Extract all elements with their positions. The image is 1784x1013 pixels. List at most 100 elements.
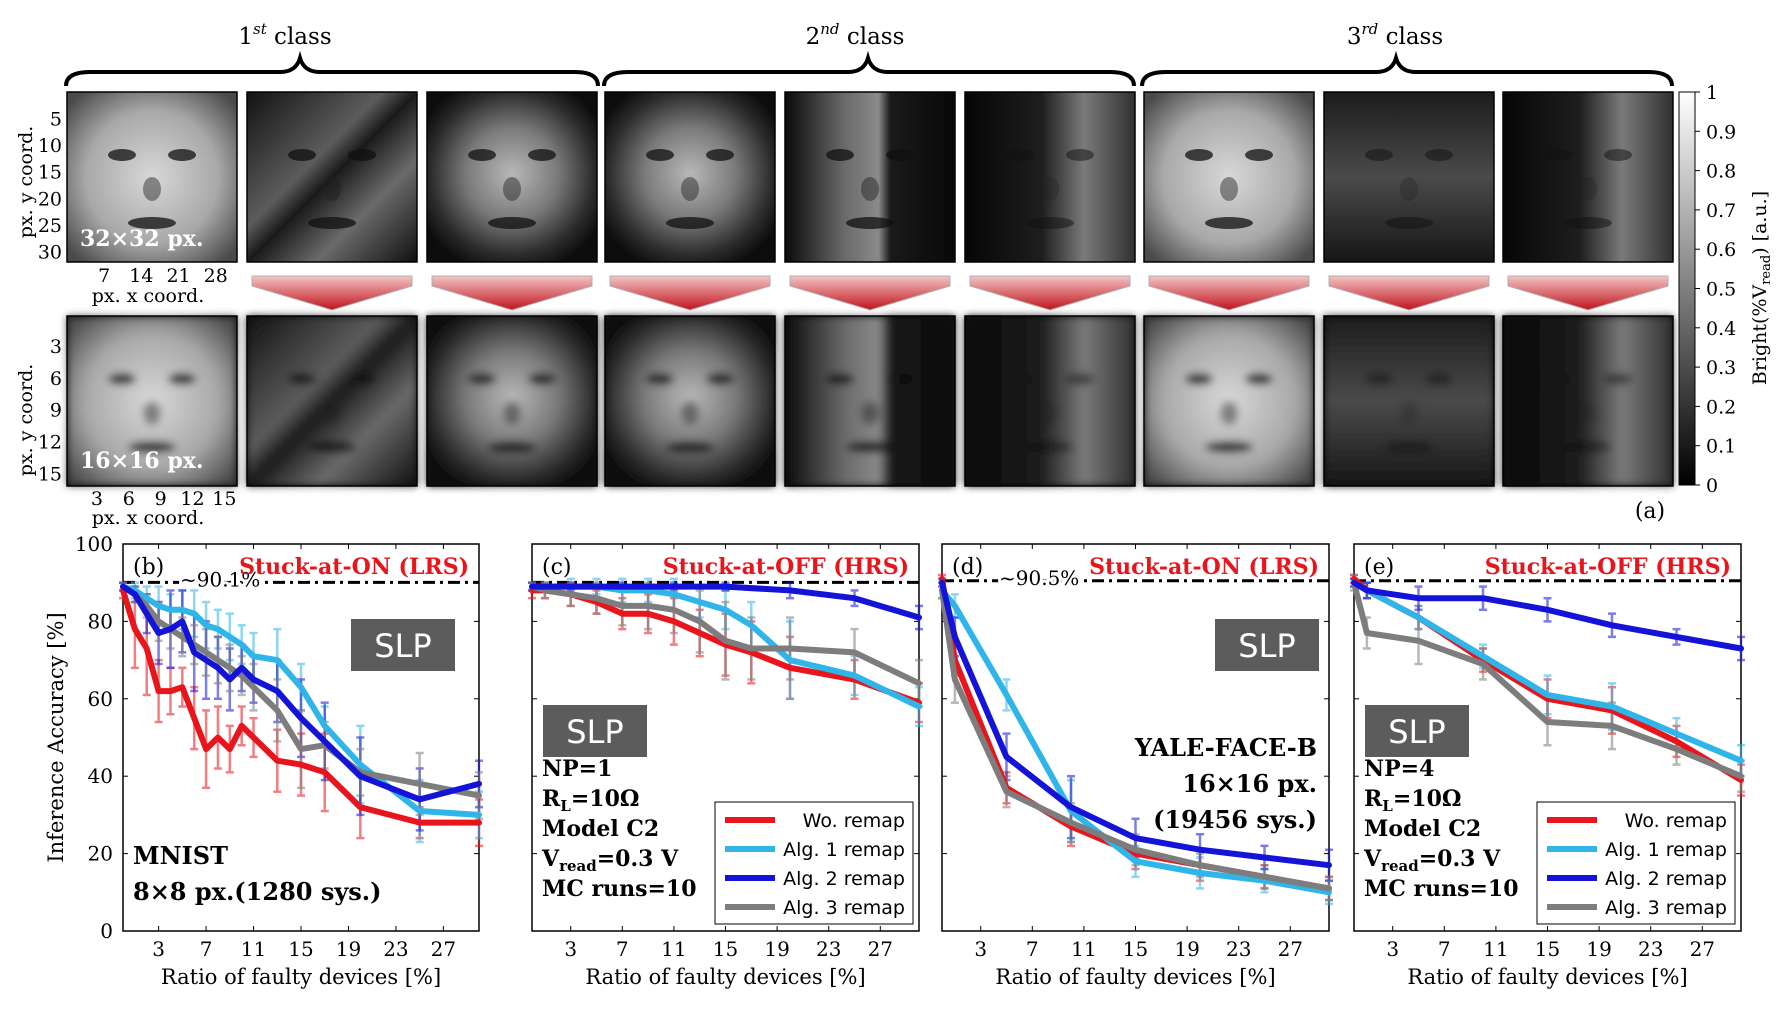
bottom-x-tick: 6 bbox=[123, 488, 135, 510]
bottom-y-tick: 3 bbox=[50, 336, 62, 358]
face-image-16px-1 bbox=[66, 315, 238, 487]
series-line-alg-2-remap bbox=[939, 579, 1332, 869]
series-line-alg-1-remap bbox=[120, 583, 482, 818]
colorbar-tick: 0.6 bbox=[1706, 239, 1736, 261]
x-tick-label: 19 bbox=[764, 937, 789, 961]
panel-tag: (e) bbox=[1364, 555, 1394, 580]
param-note: RL=10Ω bbox=[542, 786, 639, 815]
downsample-arrow-5 bbox=[969, 275, 1131, 311]
legend: Wo. remap Alg. 1 remap Alg. 2 remap Alg. 3 … bbox=[714, 801, 914, 925]
class-label-3: 3rd class bbox=[1347, 20, 1443, 50]
series-line-alg-2-remap bbox=[120, 583, 482, 803]
bottom-y-tick: 9 bbox=[50, 400, 62, 422]
x-tick-label: 7 bbox=[1438, 937, 1451, 961]
top-x-tick: 28 bbox=[204, 265, 228, 287]
y-tick-label: 100 bbox=[75, 532, 113, 556]
face-image-16px-7 bbox=[1143, 315, 1315, 487]
downsample-arrow-4 bbox=[789, 275, 951, 311]
param-note: NP=4 bbox=[1364, 756, 1434, 782]
colorbar-tick: 0.3 bbox=[1706, 357, 1736, 379]
x-axis-label: Ratio of faulty devices [%] bbox=[995, 965, 1275, 989]
slp-badge: SLP bbox=[349, 617, 457, 673]
x-tick-label: 27 bbox=[868, 937, 893, 961]
x-tick-label: 7 bbox=[616, 937, 629, 961]
top-y-tick: 20 bbox=[38, 188, 62, 210]
legend: Wo. remap Alg. 1 remap Alg. 2 remap Alg. 3 … bbox=[1536, 801, 1736, 925]
face-image-32px-1 bbox=[66, 91, 238, 263]
x-tick-label: 11 bbox=[1483, 937, 1508, 961]
bottom-y-axis-label: px. y coord. bbox=[15, 364, 37, 477]
face-image-16px-2 bbox=[246, 315, 418, 487]
param-note: Model C2 bbox=[1364, 816, 1481, 842]
face-image-32px-6 bbox=[964, 91, 1136, 263]
bottom-x-tick: 15 bbox=[212, 488, 236, 510]
x-tick-label: 23 bbox=[816, 937, 841, 961]
x-axis-label: Ratio of faulty devices [%] bbox=[161, 965, 441, 989]
panel-a-tag: (a) bbox=[1635, 499, 1665, 524]
chart-title: Stuck-at-OFF (HRS) bbox=[663, 554, 909, 580]
downsample-arrow-6 bbox=[1148, 275, 1310, 311]
dataset-size: 8×8 px.(1280 sys.) bbox=[133, 877, 382, 906]
x-tick-label: 11 bbox=[661, 937, 686, 961]
x-tick-label: 23 bbox=[1226, 937, 1251, 961]
bottom-size-label: 16×16 px. bbox=[80, 448, 203, 474]
param-note: RL=10Ω bbox=[1364, 786, 1461, 815]
param-note: MC runs=10 bbox=[1364, 876, 1519, 902]
x-tick-label: 27 bbox=[431, 937, 456, 961]
x-tick-label: 15 bbox=[713, 937, 738, 961]
face-image-32px-8 bbox=[1323, 91, 1495, 263]
downsample-arrow-8 bbox=[1507, 275, 1669, 311]
downsample-arrow-2 bbox=[431, 275, 593, 311]
reference-label: ~90.1% bbox=[180, 567, 260, 591]
top-y-tick: 15 bbox=[38, 162, 62, 184]
face-image-32px-9 bbox=[1502, 91, 1674, 263]
legend-label: Alg. 2 remap bbox=[1605, 868, 1727, 890]
chart-b: 0 20 40 60 80 100 3 7 11 15 19 23 27 Ratio of faulty … bbox=[44, 532, 483, 989]
face-image-16px-3 bbox=[426, 315, 598, 487]
chart-title: Stuck-at-ON (LRS) bbox=[1089, 554, 1319, 580]
x-tick-label: 3 bbox=[1386, 937, 1399, 961]
slp-badge-text: SLP bbox=[566, 713, 623, 751]
dataset-note: (19456 sys.) bbox=[1153, 805, 1317, 834]
top-image-y-ticks: 5 10 15 20 25 30 bbox=[38, 109, 62, 264]
chart-title: Stuck-at-ON (LRS) bbox=[239, 554, 469, 580]
slp-badge: SLP bbox=[1213, 617, 1321, 673]
x-tick-label: 23 bbox=[383, 937, 408, 961]
face-image-16px-9 bbox=[1502, 315, 1674, 487]
top-y-tick: 10 bbox=[38, 135, 62, 157]
colorbar-tick: 0.7 bbox=[1706, 200, 1736, 222]
y-tick-label: 80 bbox=[88, 609, 113, 633]
colorbar-tick: 0.8 bbox=[1706, 161, 1736, 183]
legend-label: Alg. 1 remap bbox=[783, 839, 905, 861]
dataset-note: 16×16 px. bbox=[1182, 769, 1317, 798]
panel-tag: (b) bbox=[133, 555, 164, 580]
series-line-alg-1-remap bbox=[1351, 579, 1744, 764]
panel-tag: (c) bbox=[542, 555, 572, 580]
bottom-y-tick: 15 bbox=[38, 463, 62, 485]
x-tick-label: 27 bbox=[1690, 937, 1715, 961]
series-line-alg-2-remap bbox=[1351, 579, 1744, 652]
downsample-arrow-1 bbox=[251, 275, 413, 311]
top-x-tick: 21 bbox=[166, 265, 190, 287]
face-image-32px-2 bbox=[246, 91, 418, 263]
y-tick-label: 60 bbox=[88, 687, 113, 711]
downsample-arrow-3 bbox=[609, 275, 771, 311]
legend-label: Alg. 3 remap bbox=[783, 897, 905, 919]
bottom-y-tick: 12 bbox=[38, 432, 62, 454]
face-image-16px-4 bbox=[604, 315, 776, 487]
param-note: Model C2 bbox=[542, 816, 659, 842]
legend-label: Wo. remap bbox=[1625, 810, 1727, 832]
y-tick-label: 40 bbox=[88, 764, 113, 788]
slp-badge-text: SLP bbox=[374, 627, 431, 665]
class-brace-1: 1st class bbox=[64, 20, 600, 87]
top-x-tick: 14 bbox=[129, 265, 153, 287]
colorbar-label: Bright(%Vread) [a.u.] bbox=[1749, 191, 1774, 385]
legend-label: Alg. 2 remap bbox=[783, 868, 905, 890]
colorbar bbox=[1678, 91, 1696, 486]
